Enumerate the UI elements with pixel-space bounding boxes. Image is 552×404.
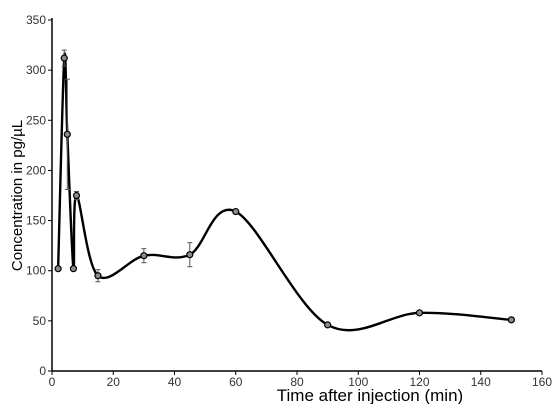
data-point [186, 251, 194, 259]
x-axis-title: Time after injection (min) [277, 386, 463, 404]
y-tick-label: 0 [39, 364, 46, 378]
x-tick-label: 140 [471, 375, 491, 389]
data-point [232, 207, 240, 216]
y-tick-label: 150 [26, 214, 46, 228]
data-point [324, 321, 332, 329]
y-tick-label: 50 [33, 314, 47, 328]
series-layer [56, 52, 512, 332]
data-point [69, 265, 78, 273]
y-tick-label: 300 [26, 63, 46, 77]
data-point [54, 265, 62, 273]
x-tick-label: 160 [532, 375, 552, 389]
x-ticks: 0 20 40 60 80 100 120 140 160 [49, 371, 552, 389]
y-tick-label: 250 [26, 113, 46, 127]
x-tick-label: 0 [49, 375, 56, 389]
y-tick-label: 350 [26, 13, 46, 27]
x-tick-label: 80 [290, 375, 304, 389]
error-bars [61, 49, 514, 328]
data-point [415, 309, 424, 317]
data-point [72, 191, 81, 200]
x-tick-label: 100 [348, 375, 368, 389]
x-tick-label: 60 [229, 375, 243, 389]
data-point [507, 316, 515, 324]
data-point [60, 54, 68, 62]
x-tick-label: 20 [107, 375, 121, 389]
axes [51, 18, 542, 372]
x-tick-label: 120 [409, 375, 429, 389]
y-ticks: 0 50 100 150 200 250 300 350 [26, 13, 52, 378]
y-axis-title: Concentration in pg/µL [9, 120, 26, 271]
y-tick-label: 200 [26, 163, 46, 177]
series-line [56, 52, 512, 332]
data-point [63, 130, 71, 138]
x-tick-label: 40 [168, 375, 182, 389]
data-point [94, 272, 102, 280]
markers [54, 54, 515, 329]
y-tick-label: 100 [26, 264, 46, 278]
data-point [140, 252, 148, 260]
